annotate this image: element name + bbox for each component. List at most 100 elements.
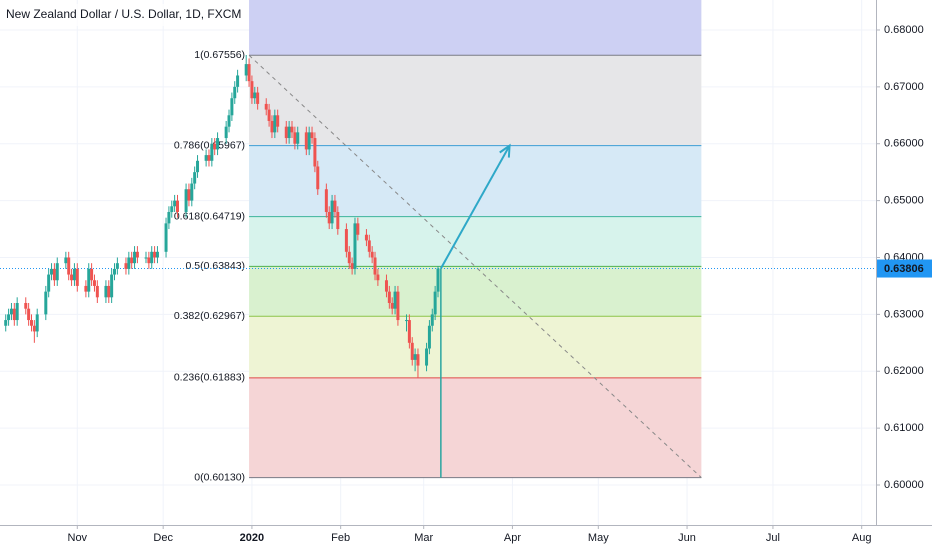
x-tick-label: 2020 <box>240 532 264 544</box>
candle-body <box>433 291 437 315</box>
candle-body <box>55 263 59 281</box>
candle-body <box>327 211 331 224</box>
fib-zone <box>249 0 702 56</box>
candle-body <box>304 132 308 150</box>
candle-body <box>350 263 354 269</box>
candle-body <box>333 200 337 212</box>
candle-body <box>284 126 288 139</box>
candle-body <box>324 189 328 212</box>
candle-body <box>273 115 277 133</box>
arrow-line <box>439 145 511 270</box>
x-tick-label: Dec <box>153 532 173 544</box>
candle-body <box>330 200 334 224</box>
candle-body <box>27 308 31 321</box>
candle-body <box>12 308 16 321</box>
candle-body <box>230 98 234 116</box>
candle-body <box>173 200 177 207</box>
candle-body <box>364 234 368 241</box>
candle-body <box>227 115 231 127</box>
candle-body <box>72 268 76 281</box>
y-tick-label: 0.68000 <box>884 24 924 36</box>
x-tick-label: Jul <box>766 532 780 544</box>
y-tick-label: 0.67000 <box>884 81 924 93</box>
y-tick-label: 0.66000 <box>884 138 924 150</box>
x-tick-label: Aug <box>852 532 872 544</box>
candle-body <box>150 251 154 264</box>
candle-body <box>167 211 171 224</box>
arrow-head <box>499 143 511 158</box>
candle-body <box>24 302 28 309</box>
candle-body <box>384 280 388 292</box>
candle-body <box>204 155 208 161</box>
candle-body <box>170 206 174 212</box>
candle-body <box>104 285 108 298</box>
candle-body <box>347 251 351 264</box>
candle-body <box>216 138 220 150</box>
candle-body <box>90 268 94 281</box>
candle-body <box>353 223 357 269</box>
candle-body <box>390 302 394 309</box>
candle-body <box>29 320 33 326</box>
fib-label: 0.382(0.62967) <box>174 310 245 322</box>
candle-body <box>92 280 96 286</box>
candle-body <box>396 291 400 321</box>
candle-body <box>290 126 294 133</box>
fib-label: 0.236(0.61883) <box>174 372 245 384</box>
candle-body <box>224 126 228 139</box>
x-tick-label: May <box>588 532 609 544</box>
fib-zone <box>249 316 702 378</box>
candle-body <box>370 251 374 258</box>
candle-body <box>310 132 314 139</box>
candle-body <box>407 320 411 343</box>
candle-body <box>75 268 79 286</box>
y-tick-label: 0.62000 <box>884 365 924 377</box>
candle-body <box>127 257 131 269</box>
candle-body <box>313 138 317 167</box>
candle-body <box>316 166 320 190</box>
candle-body <box>296 132 300 144</box>
fib-label: 1(0.67556) <box>194 49 245 61</box>
candle-body <box>144 257 148 259</box>
candle-body <box>430 314 434 326</box>
candle-body <box>196 160 200 173</box>
candle-body <box>236 75 240 87</box>
candle-body <box>410 342 414 360</box>
candle-body <box>4 320 8 326</box>
candle-body <box>95 285 99 298</box>
candle-body <box>84 285 88 292</box>
candle-body <box>425 348 429 366</box>
candle-body <box>107 285 111 298</box>
plot-area: 1(0.67556) 0.786(0.65967) 0.618(0.64719) 0.… <box>0 0 876 525</box>
candle-body <box>133 251 137 264</box>
candle-body <box>367 240 371 252</box>
y-tick-label: 0.60000 <box>884 479 924 491</box>
candle-body <box>190 183 194 201</box>
candle-body <box>15 302 19 321</box>
candle-body <box>70 274 74 281</box>
candle-body <box>247 64 251 82</box>
y-tick-label: 0.65000 <box>884 195 924 207</box>
candle-body <box>405 320 409 322</box>
candle-body <box>207 155 211 161</box>
fib-label: 0.786(0.65967) <box>174 139 245 151</box>
price-tag-label: 0.63806 <box>884 263 924 275</box>
candle-body <box>115 263 119 269</box>
fib-zone <box>249 377 702 478</box>
candle-body <box>427 325 431 349</box>
candle-body <box>253 92 257 99</box>
x-tick-label: Apr <box>504 532 521 544</box>
candle-body <box>436 268 440 292</box>
candle-body <box>250 81 254 99</box>
candle-body <box>47 274 51 292</box>
fib-zone <box>249 216 702 267</box>
candle-body <box>113 268 117 275</box>
candle-body <box>9 308 13 315</box>
candle-body <box>256 92 260 104</box>
candle-body <box>64 257 68 264</box>
candle-body <box>213 143 217 150</box>
candle-body <box>164 223 168 252</box>
candle-body <box>376 274 380 281</box>
candle-body <box>67 257 71 275</box>
fib-zone <box>249 55 702 146</box>
candle-body <box>413 354 417 360</box>
